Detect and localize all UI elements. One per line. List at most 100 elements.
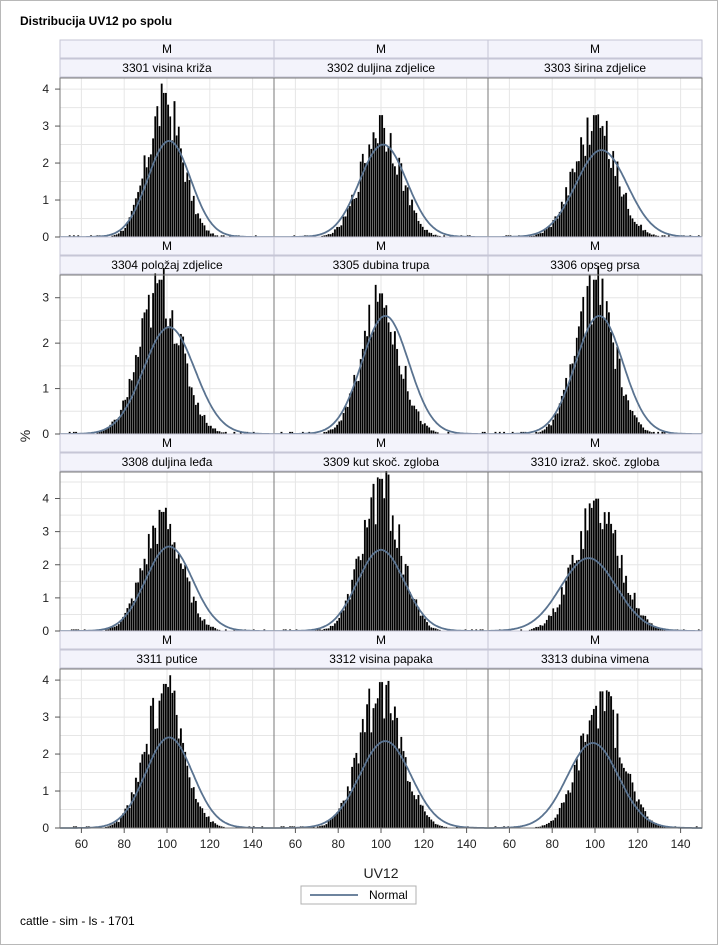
histogram-bar xyxy=(335,620,339,632)
histogram-bar xyxy=(188,179,191,238)
histogram-bar xyxy=(554,413,557,435)
histogram-bar xyxy=(361,153,365,238)
histogram-bar xyxy=(590,507,594,632)
histogram-bar xyxy=(124,399,127,435)
histogram-bar xyxy=(365,162,369,238)
histogram-bar xyxy=(618,358,621,435)
histogram-bar xyxy=(624,192,628,238)
histogram-bar xyxy=(207,624,210,632)
histogram-bar xyxy=(616,346,619,435)
histogram-bar xyxy=(203,414,206,435)
histogram-bar xyxy=(333,229,337,238)
histogram-bar xyxy=(592,500,596,632)
histogram-bar xyxy=(397,365,401,435)
histogram-bar xyxy=(611,342,615,435)
normal-curve xyxy=(488,742,702,829)
histogram-bar xyxy=(130,380,133,435)
histogram-bar xyxy=(365,703,369,829)
histogram-bar xyxy=(164,92,168,238)
histogram-bar xyxy=(567,385,570,435)
histogram-bar xyxy=(346,786,350,829)
normal-curve xyxy=(60,326,274,435)
histogram-bar xyxy=(588,720,591,829)
histogram-bar xyxy=(549,226,553,238)
histogram-bar xyxy=(346,207,350,238)
histogram-bar xyxy=(380,293,384,435)
histogram-bar xyxy=(599,127,602,238)
histogram-bar xyxy=(190,200,193,238)
histogram-bar xyxy=(162,267,166,435)
histogram-bar xyxy=(430,819,433,829)
histogram-bar xyxy=(641,615,645,632)
histogram-bar xyxy=(637,799,641,829)
histogram-bar xyxy=(130,598,133,632)
normal-curve xyxy=(274,143,488,238)
histogram-bar xyxy=(134,777,138,829)
histogram-bar xyxy=(556,607,559,632)
histogram-bar xyxy=(423,618,427,632)
histogram-bar xyxy=(139,567,142,632)
histogram-bar xyxy=(177,553,180,632)
panel-9: M 3310 izraž. skoč. zgloba xyxy=(487,433,703,632)
histogram-bar xyxy=(644,810,647,829)
histogram-bar xyxy=(188,776,191,829)
histogram-bar xyxy=(586,117,589,238)
histogram-bar xyxy=(139,762,142,829)
histogram-bar xyxy=(177,126,180,238)
histogram-bar xyxy=(211,428,215,435)
histogram-bar xyxy=(355,380,358,435)
x-tick-label: 120 xyxy=(200,837,220,851)
x-tick-label: 60 xyxy=(289,837,303,851)
histogram-bar xyxy=(629,594,632,632)
histogram-bar xyxy=(128,807,131,829)
histogram-bar xyxy=(190,602,193,632)
histogram-bar xyxy=(164,507,168,632)
histogram-bar xyxy=(192,596,195,632)
histogram-bar xyxy=(115,625,118,632)
histogram-bar xyxy=(154,273,157,435)
histogram-bar xyxy=(162,683,166,829)
normal-curve xyxy=(274,314,488,435)
histogram-bar xyxy=(626,399,630,435)
histogram-bar xyxy=(417,220,420,238)
histogram-bar xyxy=(147,156,151,238)
histogram-bar xyxy=(618,186,621,238)
histogram-bar xyxy=(614,529,617,632)
histogram-bar xyxy=(425,425,429,435)
histogram-bar xyxy=(173,690,176,829)
histogram-bar xyxy=(113,626,116,632)
histogram-bar xyxy=(329,429,332,435)
histogram-bar xyxy=(534,626,538,632)
sex-strip xyxy=(487,236,703,256)
normal-curve xyxy=(488,314,702,435)
histogram-bar xyxy=(121,230,125,238)
histogram-bar xyxy=(389,712,392,829)
histogram-bar xyxy=(601,125,604,238)
histogram-bar xyxy=(156,282,159,435)
histogram-bar xyxy=(156,105,159,238)
histogram-bar xyxy=(209,821,213,829)
histogram-bar xyxy=(160,279,163,435)
histogram-bar xyxy=(166,104,170,238)
histogram-bar xyxy=(408,781,412,829)
histogram-bar xyxy=(147,294,151,435)
histogram-bar xyxy=(350,390,354,435)
footer-note: cattle - sim - ls - 1701 xyxy=(20,914,135,928)
histogram-bar xyxy=(340,420,343,435)
normal-curve xyxy=(60,545,274,632)
histogram-bar xyxy=(171,139,174,238)
histogram-bar xyxy=(342,412,345,435)
histogram-bar xyxy=(171,692,174,829)
y-tick-label: 3 xyxy=(42,119,49,133)
sex-label: M xyxy=(590,239,600,253)
histogram-bar xyxy=(387,680,390,829)
y-tick-label: 3 xyxy=(42,525,49,539)
histogram-bar xyxy=(400,555,403,632)
histogram-bar xyxy=(196,402,200,435)
histogram-bar xyxy=(549,425,553,435)
histogram-bar xyxy=(134,582,138,632)
histogram-bar xyxy=(614,175,617,238)
histogram-bar xyxy=(190,787,193,829)
histogram-bar xyxy=(363,731,367,829)
histogram-bar xyxy=(368,304,371,435)
